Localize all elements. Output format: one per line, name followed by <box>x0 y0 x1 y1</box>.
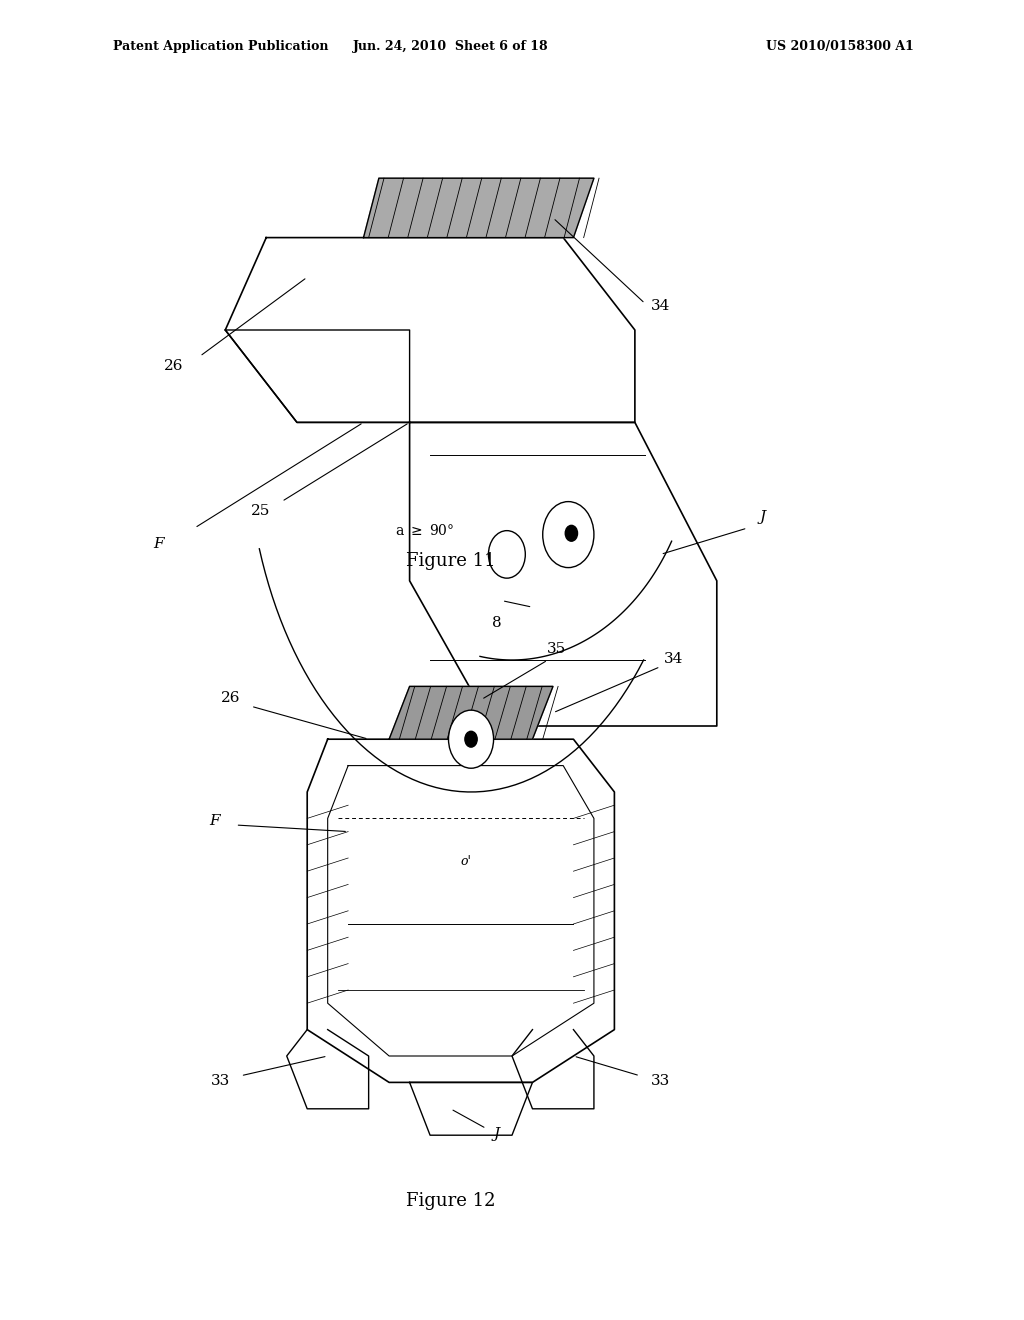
Text: Patent Application Publication: Patent Application Publication <box>113 40 328 53</box>
Text: Figure 12: Figure 12 <box>406 1192 496 1210</box>
Text: 33: 33 <box>651 1074 670 1088</box>
Text: o': o' <box>461 854 471 867</box>
Circle shape <box>465 731 477 747</box>
Text: F: F <box>154 537 164 550</box>
Text: 34: 34 <box>665 652 683 665</box>
Text: F: F <box>210 814 220 828</box>
Text: a $\geq$ 90°: a $\geq$ 90° <box>395 523 455 537</box>
Polygon shape <box>389 686 553 739</box>
Circle shape <box>449 710 494 768</box>
Text: 34: 34 <box>651 300 670 313</box>
Text: 26: 26 <box>220 692 241 705</box>
Polygon shape <box>364 178 594 238</box>
Text: Jun. 24, 2010  Sheet 6 of 18: Jun. 24, 2010 Sheet 6 of 18 <box>352 40 549 53</box>
Circle shape <box>565 525 578 541</box>
Text: 26: 26 <box>164 359 184 372</box>
Text: J: J <box>760 511 766 524</box>
Text: 25: 25 <box>252 504 270 517</box>
Text: 33: 33 <box>211 1074 229 1088</box>
Text: US 2010/0158300 A1: US 2010/0158300 A1 <box>766 40 913 53</box>
Text: Figure 11: Figure 11 <box>406 552 496 570</box>
Text: J: J <box>494 1127 500 1140</box>
Text: 8: 8 <box>492 616 502 630</box>
Text: 35: 35 <box>547 643 565 656</box>
